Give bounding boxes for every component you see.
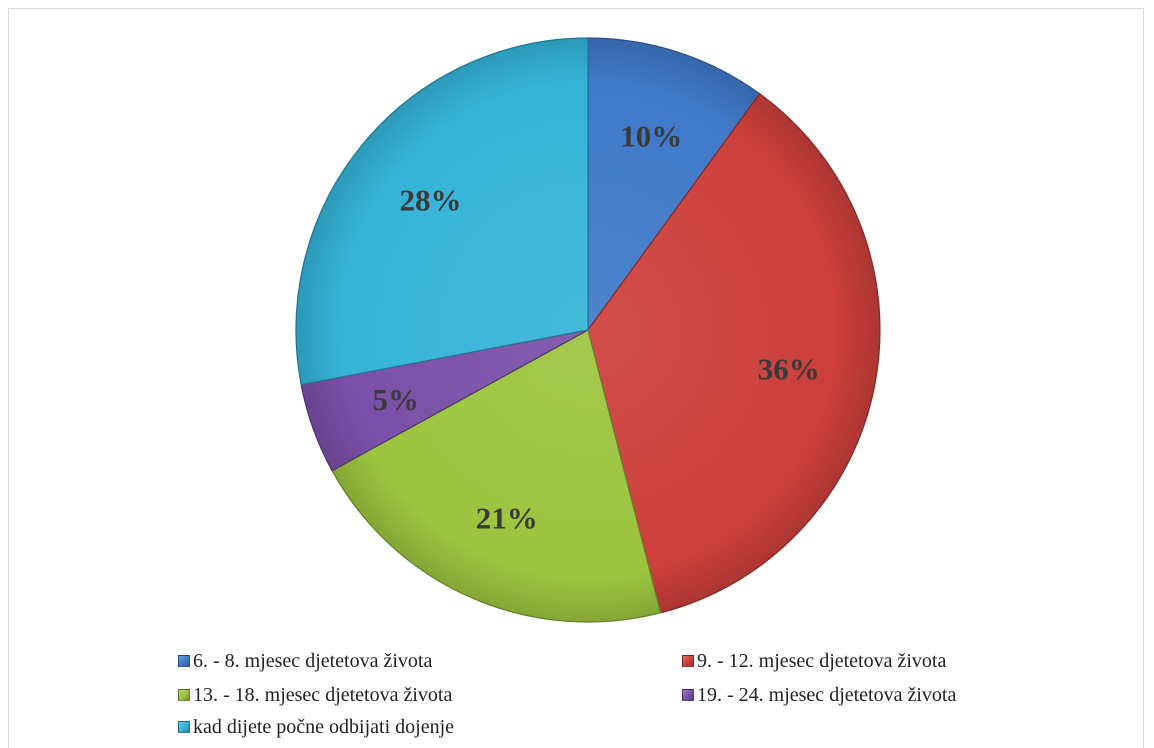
pie-slices	[295, 37, 881, 623]
data-label-5: 28%	[400, 183, 462, 218]
data-label-4: 5%	[372, 382, 419, 417]
pie-slice-5	[295, 37, 589, 386]
data-labels: 10% 36% 21% 5% 28%	[372, 119, 819, 536]
pie-slice-3	[331, 329, 662, 623]
pie-slice-2	[587, 92, 881, 614]
data-label-3: 21%	[476, 501, 538, 536]
pie-chart: 10% 36% 21% 5% 28%	[295, 37, 881, 623]
pie-slice-1	[587, 37, 761, 332]
data-label-2: 36%	[758, 351, 820, 386]
data-label-1: 10%	[620, 119, 682, 154]
